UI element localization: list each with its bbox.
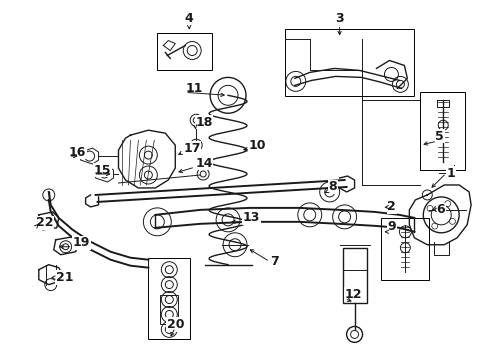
Text: 7: 7 (269, 255, 278, 268)
Bar (420, 92, 464, 170)
Text: 4: 4 (184, 12, 193, 25)
Text: 12: 12 (344, 288, 362, 301)
Text: 18: 18 (195, 116, 212, 129)
Text: 15: 15 (93, 163, 111, 176)
Bar (148, 258, 190, 339)
Text: 16: 16 (68, 145, 86, 159)
Text: 9: 9 (386, 220, 395, 233)
Bar (160, 294, 178, 324)
Text: 17: 17 (183, 141, 201, 155)
Text: 1: 1 (446, 167, 454, 180)
Bar (157, 32, 212, 71)
Bar (342, 248, 366, 302)
Text: 2: 2 (386, 201, 395, 213)
Text: 21: 21 (56, 271, 73, 284)
Text: 6: 6 (435, 203, 444, 216)
Text: 20: 20 (166, 318, 183, 331)
Text: 14: 14 (195, 157, 212, 170)
Text: 3: 3 (335, 12, 343, 25)
Bar (285, 28, 413, 96)
Text: 10: 10 (248, 139, 266, 152)
Text: 13: 13 (243, 211, 260, 224)
Text: 11: 11 (185, 82, 203, 95)
Text: 22: 22 (36, 216, 53, 229)
Text: 5: 5 (434, 130, 443, 143)
Text: 8: 8 (328, 180, 337, 193)
Text: 19: 19 (73, 236, 90, 249)
Bar (381, 218, 428, 280)
